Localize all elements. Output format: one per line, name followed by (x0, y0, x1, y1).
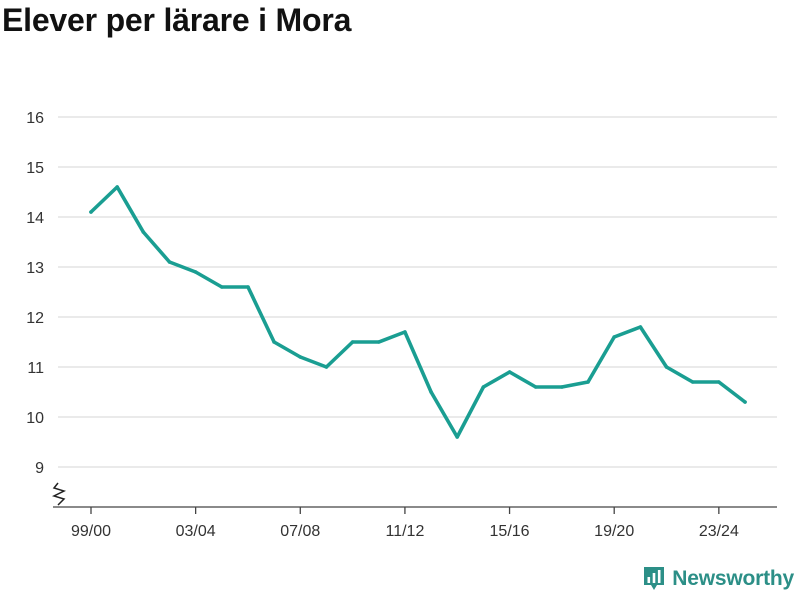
newsworthy-logo-icon (644, 567, 665, 590)
data-point (272, 340, 276, 344)
data-point (141, 230, 146, 234)
x-tick-label: 07/08 (280, 523, 320, 540)
data-point (220, 285, 224, 289)
data-point (298, 355, 303, 359)
data-point (89, 210, 93, 214)
x-axis-tick-labels: 99/00 03/04 07/08 11/12 15/16 19/20 23/24 (71, 523, 739, 540)
data-point (743, 400, 747, 404)
data-point (350, 340, 355, 344)
y-tick-label: 9 (35, 460, 44, 477)
y-tick-label: 15 (26, 160, 44, 177)
x-tick-label: 99/00 (71, 523, 111, 540)
data-point (246, 285, 250, 289)
y-tick-label: 14 (26, 210, 44, 227)
data-point (115, 185, 119, 189)
x-tick-label: 23/24 (699, 523, 739, 540)
data-point (167, 260, 172, 264)
data-point (481, 385, 486, 389)
series-line (89, 185, 747, 439)
gridlines (58, 116, 777, 468)
newsworthy-brand: Newsworthy (642, 566, 794, 592)
chart-title: Elever per lärare i Mora (2, 2, 352, 38)
data-point (429, 390, 433, 394)
brand-name: Newsworthy (672, 567, 794, 590)
data-point (612, 335, 616, 339)
x-tick-label: 19/20 (594, 523, 634, 540)
y-tick-label: 16 (26, 110, 44, 127)
data-point (717, 380, 721, 384)
data-point (377, 340, 381, 344)
x-tick-label: 11/12 (385, 523, 424, 540)
data-point (664, 365, 669, 369)
y-tick-label: 11 (27, 360, 44, 377)
y-tick-label: 12 (26, 310, 44, 327)
axis-break-icon (51, 482, 67, 506)
series-layer (89, 185, 747, 439)
y-axis-tick-labels: 9 10 11 12 13 14 15 16 (26, 110, 44, 477)
data-point (455, 435, 460, 439)
x-tick-label: 03/04 (176, 523, 216, 540)
data-point (507, 370, 512, 374)
data-point (403, 330, 407, 334)
x-tick-label: 15/16 (490, 523, 530, 540)
data-point (193, 270, 198, 274)
data-point (533, 385, 538, 389)
data-point (638, 325, 643, 329)
data-point (324, 365, 329, 369)
y-tick-label: 13 (26, 260, 44, 277)
axes (51, 482, 777, 514)
data-point (690, 380, 695, 384)
data-point (586, 380, 590, 384)
data-point (560, 385, 564, 389)
y-tick-label: 10 (26, 410, 44, 427)
